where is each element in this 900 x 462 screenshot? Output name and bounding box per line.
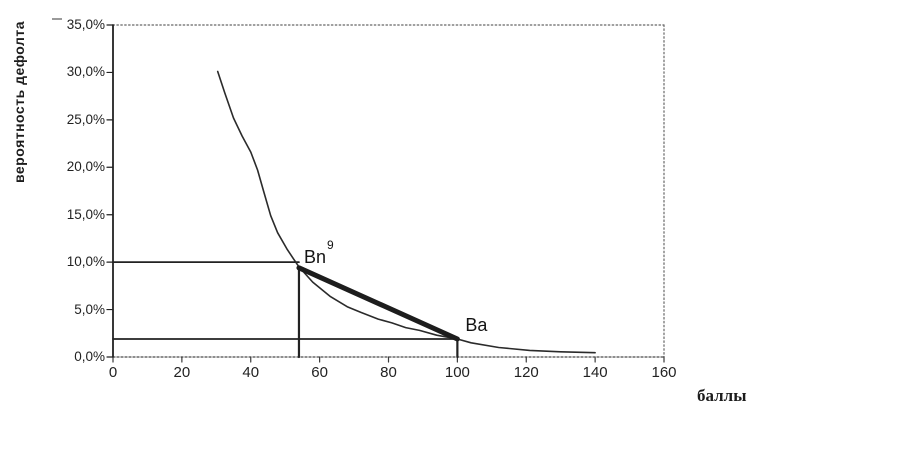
y-tick-label: 5,0%: [74, 301, 105, 317]
y-tick-label: 0,0%: [74, 349, 105, 364]
point-label-ba-text: Ba: [465, 314, 488, 335]
x-tick-label: 20: [173, 364, 191, 381]
y-tick-label: 30,0%: [66, 64, 105, 80]
x-tick-label: 40: [242, 364, 260, 381]
x-tick-label: 80: [380, 364, 397, 381]
y-tick-label: 20,0%: [66, 159, 105, 175]
default-probability-curve: [216, 70, 596, 354]
x-axis-title: баллы: [697, 386, 747, 405]
point-label-bn: Bn9: [303, 238, 334, 268]
y-tick-label: 25,0%: [66, 111, 105, 127]
x-tick-label: 160: [651, 364, 677, 381]
y-tick-label: 15,0%: [66, 206, 105, 222]
x-tick-label: 60: [311, 364, 328, 381]
y-axis-title: вероятность дефолта: [11, 20, 27, 184]
footnote-marker: 9: [326, 237, 334, 252]
y-tick-label: 35,0%: [66, 17, 105, 32]
scan-artifact-mark: [52, 18, 62, 20]
x-tick-label: 120: [513, 364, 539, 381]
point-label-bn-text: Bn: [303, 246, 326, 267]
point-label-ba: Ba: [465, 315, 487, 336]
bn-ba-chord: [296, 265, 460, 342]
x-tick-label: 140: [582, 364, 608, 381]
x-tick-label: 100: [444, 364, 470, 381]
x-tick-label: 0: [108, 364, 118, 381]
y-tick-label: 10,0%: [66, 254, 105, 270]
